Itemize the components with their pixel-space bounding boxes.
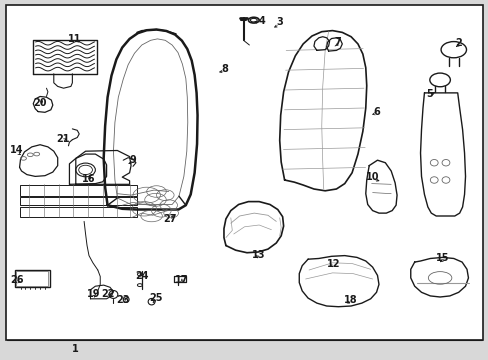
Text: 13: 13: [251, 250, 264, 260]
Bar: [20, 207, 137, 217]
Text: 26: 26: [10, 275, 24, 285]
Text: 18: 18: [344, 294, 357, 305]
Text: 6: 6: [372, 107, 379, 117]
Text: 1: 1: [72, 344, 79, 354]
Text: 11: 11: [67, 33, 81, 44]
Text: 8: 8: [221, 64, 228, 74]
Text: 27: 27: [163, 214, 177, 224]
Bar: [15, 270, 50, 287]
Text: 21: 21: [56, 134, 69, 144]
Text: 19: 19: [87, 289, 101, 300]
Text: 17: 17: [175, 275, 188, 285]
Text: 7: 7: [333, 37, 340, 48]
Bar: [20, 197, 137, 205]
Text: 25: 25: [148, 293, 162, 303]
Text: 23: 23: [116, 294, 130, 305]
Text: 16: 16: [82, 174, 96, 184]
Text: 12: 12: [326, 258, 340, 269]
Text: 4: 4: [258, 16, 264, 26]
Bar: [16, 271, 48, 286]
Text: 2: 2: [454, 38, 461, 48]
Text: 14: 14: [10, 145, 24, 156]
Text: 20: 20: [33, 98, 47, 108]
Text: 24: 24: [135, 271, 148, 282]
Text: 9: 9: [129, 155, 136, 165]
Text: 3: 3: [276, 17, 283, 27]
Text: 22: 22: [101, 289, 114, 300]
Bar: [20, 185, 137, 196]
Text: 5: 5: [425, 89, 432, 99]
Text: 15: 15: [435, 253, 449, 264]
Text: 10: 10: [365, 172, 379, 182]
